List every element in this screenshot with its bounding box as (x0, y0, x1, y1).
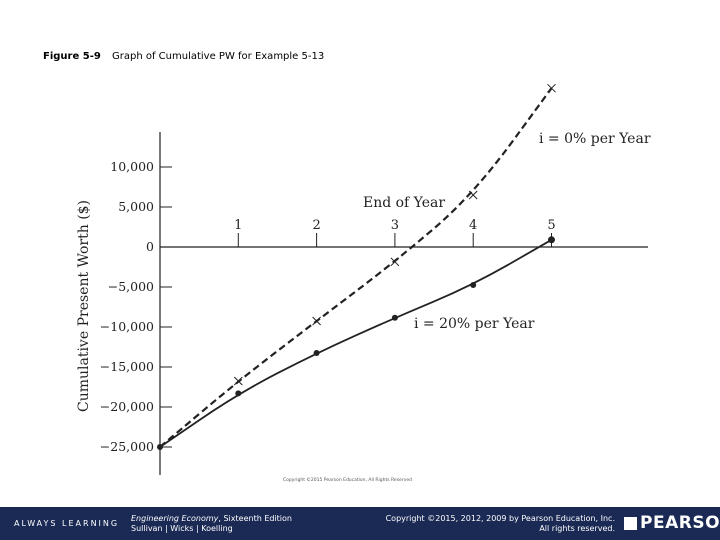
y-tick-label: −25,000 (100, 439, 154, 454)
series-1-point (157, 444, 163, 450)
series-layer (157, 83, 556, 450)
x-tick-label: 3 (391, 218, 399, 233)
x-tick-label: 1 (234, 218, 242, 233)
cumulative-pw-chart: 10,000 5,000 0 −5,000 −10,000 −15,000 −20,000 −… (76, 83, 651, 475)
series-line-1 (159, 239, 552, 448)
x-tick-label: 4 (469, 218, 477, 233)
figure-caption: Figure 5-9 Graph of Cumulative PW for Ex… (43, 51, 324, 62)
copyright-line-2: All rights reserved. (539, 524, 615, 533)
labels-layer: 10,000 5,000 0 −5,000 −10,000 −15,000 −20,000 −… (76, 131, 651, 454)
x-tick-label: 2 (312, 218, 320, 233)
series-1-point (313, 350, 320, 356)
axes (159, 132, 648, 475)
pearson-logo-wordmark: PEARSON (640, 513, 720, 533)
book-info: Engineering Economy, Sixteenth Edition S… (131, 514, 292, 534)
series-0-point (233, 376, 243, 386)
book-edition: , Sixteenth Edition (218, 514, 292, 523)
series-0-point (468, 190, 478, 200)
series-1-point (470, 282, 477, 288)
figure-label: Figure 5-9 (43, 51, 101, 62)
series-0-point (390, 257, 400, 267)
series-0-point (312, 316, 321, 326)
y-tick-label: −20,000 (100, 399, 154, 414)
y-tick-label: 0 (146, 239, 154, 254)
small-copyright: Copyright ©2015 Pearson Education, All R… (283, 478, 412, 483)
x-axis-title: End of Year (363, 195, 445, 211)
series-0-point (547, 83, 556, 93)
footer-copyright: Copyright ©2015, 2012, 2009 by Pearson E… (355, 514, 615, 534)
y-tick-label: 5,000 (118, 199, 154, 214)
copyright-line-1: Copyright ©2015, 2012, 2009 by Pearson E… (385, 514, 615, 523)
y-tick-label: −15,000 (100, 359, 154, 374)
y-axis-title: Cumulative Present Worth ($) (76, 200, 92, 412)
series-label-1: i = 20% per Year (414, 316, 535, 332)
pearson-logo-icon (624, 517, 637, 530)
x-tick-label: 5 (547, 218, 555, 233)
book-authors: Sullivan | Wicks | Koelling (131, 524, 233, 533)
series-line-0 (159, 87, 553, 448)
series-1-point (235, 390, 242, 397)
y-tick-label: −10,000 (100, 319, 154, 334)
series-label-0: i = 0% per Year (539, 131, 651, 147)
y-tick-label: 10,000 (110, 159, 154, 174)
footer-bar: ALWAYS LEARNING Engineering Economy, Six… (0, 507, 720, 540)
series-1-point (548, 236, 555, 244)
y-tick-label: −5,000 (108, 279, 154, 294)
footer-tagline: ALWAYS LEARNING (14, 519, 120, 528)
series-1-point (391, 314, 398, 321)
book-title: Engineering Economy (131, 514, 219, 523)
figure-title: Graph of Cumulative PW for Example 5-13 (112, 51, 325, 62)
